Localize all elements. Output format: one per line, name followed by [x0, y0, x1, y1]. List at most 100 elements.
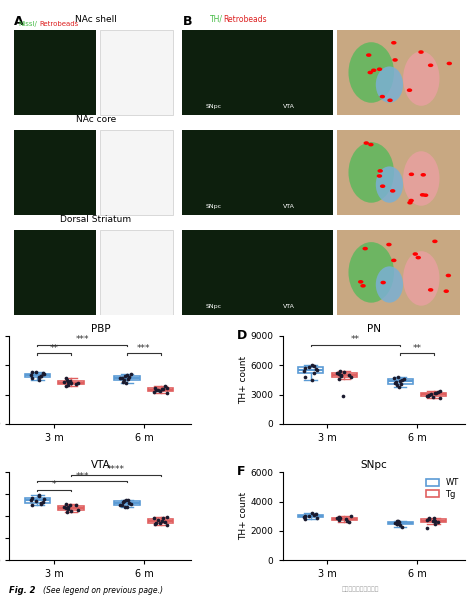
Point [302, 511, 310, 520]
Point [118, 501, 126, 510]
Point [429, 393, 437, 402]
Circle shape [387, 98, 393, 102]
Point [66, 500, 74, 510]
Point [63, 373, 70, 383]
Ellipse shape [348, 242, 394, 303]
Ellipse shape [348, 142, 394, 203]
Circle shape [367, 71, 373, 74]
Circle shape [391, 41, 397, 45]
Point [337, 370, 345, 380]
Point [125, 496, 132, 505]
Circle shape [392, 58, 398, 62]
Circle shape [377, 174, 382, 178]
Ellipse shape [376, 66, 403, 103]
Point [123, 378, 130, 387]
Point [434, 387, 442, 396]
Text: SNpc: SNpc [205, 304, 221, 309]
Point [68, 378, 75, 388]
FancyBboxPatch shape [182, 130, 333, 215]
Point [37, 371, 45, 380]
Point [434, 517, 442, 527]
Circle shape [420, 173, 426, 176]
Point [160, 384, 167, 394]
Point [301, 512, 308, 522]
Point [429, 516, 437, 526]
FancyBboxPatch shape [337, 30, 460, 115]
Point [60, 377, 68, 386]
Point [336, 515, 343, 524]
Text: **: ** [50, 344, 59, 353]
Circle shape [360, 284, 366, 288]
Text: B: B [182, 15, 192, 28]
Point [312, 364, 319, 374]
Point [395, 517, 403, 527]
Text: F: F [237, 465, 246, 478]
Point [125, 498, 133, 508]
Circle shape [390, 189, 395, 193]
Point [60, 502, 68, 512]
Point [117, 500, 124, 510]
Point [120, 496, 128, 505]
Point [345, 517, 353, 527]
Circle shape [432, 240, 438, 243]
Point [63, 381, 70, 390]
Point [394, 517, 402, 526]
Point [164, 520, 171, 530]
Point [342, 514, 349, 524]
FancyBboxPatch shape [100, 30, 173, 115]
Point [66, 376, 74, 386]
Point [337, 371, 345, 381]
Point [347, 511, 355, 521]
Circle shape [377, 67, 382, 71]
Point [151, 387, 158, 396]
Point [391, 378, 399, 387]
Point [427, 389, 435, 398]
Point [29, 501, 36, 510]
Point [39, 369, 46, 378]
Point [308, 361, 316, 370]
Point [63, 375, 71, 384]
Point [63, 504, 70, 513]
FancyBboxPatch shape [182, 230, 333, 315]
Circle shape [407, 201, 413, 204]
Text: Dorsal Striatum: Dorsal Striatum [60, 215, 131, 224]
Point [152, 518, 160, 527]
Title: VTA: VTA [91, 460, 110, 470]
Circle shape [416, 256, 421, 259]
Point [164, 388, 171, 398]
Text: ***: *** [75, 471, 89, 480]
Y-axis label: TH+ count: TH+ count [239, 356, 248, 404]
Circle shape [381, 281, 386, 284]
Point [32, 368, 39, 377]
Text: ***: *** [137, 344, 151, 353]
Text: Fig. 2: Fig. 2 [9, 586, 36, 595]
Circle shape [409, 172, 414, 176]
Point [397, 520, 404, 530]
Point [151, 519, 159, 529]
Point [154, 515, 162, 524]
Text: *: * [52, 480, 56, 489]
Point [121, 502, 129, 512]
Point [333, 513, 341, 523]
Point [121, 371, 129, 380]
Point [425, 390, 433, 399]
Point [39, 498, 46, 507]
Point [64, 502, 72, 511]
Point [64, 380, 72, 390]
FancyBboxPatch shape [182, 30, 333, 115]
Point [124, 371, 131, 380]
Point [164, 513, 171, 522]
Point [35, 375, 43, 384]
Text: A: A [14, 15, 24, 28]
Point [124, 502, 131, 511]
Circle shape [386, 243, 392, 246]
Point [398, 375, 406, 384]
Point [425, 514, 433, 523]
Point [308, 508, 316, 518]
Point [302, 372, 310, 381]
Point [336, 514, 344, 523]
Point [72, 501, 80, 510]
Ellipse shape [403, 51, 439, 106]
Point [302, 364, 310, 373]
Point [424, 391, 432, 401]
